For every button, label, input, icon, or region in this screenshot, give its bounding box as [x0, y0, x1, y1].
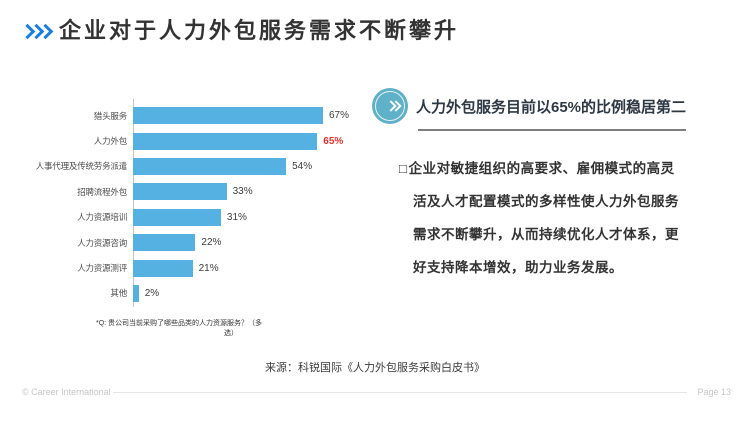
bar-label: 猎头服务 [93, 110, 127, 121]
bar-label: 人力资源培训 [77, 212, 127, 223]
bar-row: 人力资源测评 21% [34, 255, 349, 280]
bar-value: 21% [198, 262, 219, 274]
footer-divider-line [113, 392, 687, 393]
bar [133, 157, 287, 175]
bar-value: 33% [232, 186, 253, 198]
bar [133, 284, 139, 302]
bar-value: 2% [144, 287, 160, 299]
bar-row: 其他 2% [34, 281, 349, 306]
bar-chart: 猎头服务 67% 人力外包 65% 人事代理及传统劳务派遣 54% 招聘流程外包… [34, 103, 349, 306]
chart-footnote-line1: *Q: 贵公司当前采购了哪些品类的人力资源服务？（多 [96, 320, 263, 327]
body-line: 需求不断攀升，从而持续优化人才体系，更 [413, 227, 679, 242]
bar [133, 183, 227, 201]
bar-label: 人事代理及传统劳务派遣 [35, 161, 128, 172]
bar-value: 65% [323, 135, 344, 147]
body-line: 活及人才配置模式的多样性使人力外包服务 [413, 194, 679, 209]
bar [133, 132, 318, 150]
bar-row: 猎头服务 67% [34, 103, 349, 128]
bar-value: 31% [226, 211, 247, 223]
bar-label: 人力外包 [93, 136, 127, 147]
bar [133, 208, 221, 226]
chart-footnote: *Q: 贵公司当前采购了哪些品类的人力资源服务？（多 选） [96, 319, 266, 339]
bar-label: 人力资源咨询 [77, 237, 127, 248]
chart-footnote-line2: 选） [224, 330, 238, 337]
bar-chart-rows: 猎头服务 67% 人力外包 65% 人事代理及传统劳务派遣 54% 招聘流程外包… [34, 103, 349, 306]
bar-label: 招聘流程外包 [77, 186, 127, 197]
bar [133, 234, 196, 252]
page-title: 企业对于人力外包服务需求不断攀升 [59, 18, 460, 43]
icon-ring [375, 91, 405, 121]
panel-headline: 人力外包服务目前以65%的比例稳居第二 [416, 99, 687, 116]
body-line: 好支持降本增效，助力业务发展。 [413, 260, 623, 275]
bar-row: 人力外包 65% [34, 128, 349, 153]
bar-label: 人力资源测评 [77, 263, 127, 274]
bar-row: 人力资源咨询 22% [34, 230, 349, 255]
bar-row: 人事代理及传统劳务派遣 54% [34, 154, 349, 179]
footer-page-number: Page 13 [697, 387, 731, 397]
triple-chevron-icon [19, 23, 54, 40]
body-line: □企业对敏捷组织的高要求、雇佣模式的高灵 [399, 152, 719, 185]
bar-label: 其他 [110, 288, 127, 299]
chart-axis-line [133, 99, 134, 307]
bar [133, 259, 193, 277]
bar [133, 107, 323, 125]
bar-row: 招聘流程外包 33% [34, 179, 349, 204]
square-bullet-icon: □ [399, 161, 408, 176]
chevron-glyphs [374, 88, 410, 124]
bar-value: 67% [329, 110, 350, 122]
footer-copyright: © Career International [22, 387, 111, 397]
source-note: 来源：科锐国际《人力外包服务采购白皮书》 [265, 362, 485, 374]
bar-row: 人力资源培训 31% [34, 205, 349, 230]
headline-divider [418, 129, 686, 131]
panel-body: □企业对敏捷组织的高要求、雇佣模式的高灵 活及人才配置模式的多样性使人力外包服务… [399, 152, 719, 284]
bar-value: 54% [292, 160, 313, 172]
bar-value: 22% [201, 237, 222, 249]
body-line-text: 企业对敏捷组织的高要求、雇佣模式的高灵 [408, 161, 675, 176]
double-chevron-circle-icon [372, 88, 408, 124]
